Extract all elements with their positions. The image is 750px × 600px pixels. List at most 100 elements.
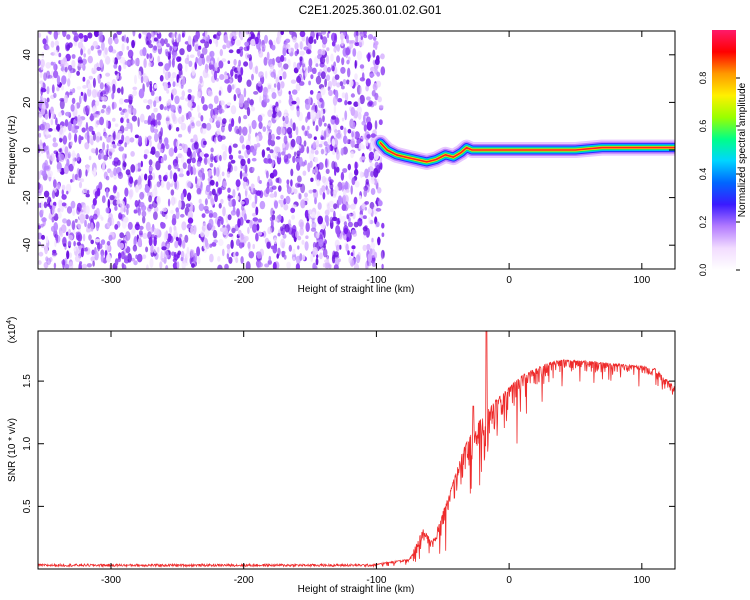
noise-blob: [134, 134, 139, 139]
noise-blob: [45, 62, 51, 69]
noise-blob: [333, 251, 339, 258]
ridge-band: [379, 142, 675, 163]
noise-blob: [87, 189, 90, 195]
noise-blob: [168, 147, 174, 157]
noise-blob: [346, 59, 350, 65]
noise-blob: [228, 233, 234, 238]
noise-blob: [179, 167, 184, 175]
noise-blob: [213, 166, 216, 176]
noise-blob: [308, 189, 313, 194]
noise-blob: [290, 207, 296, 214]
noise-blob: [307, 66, 310, 74]
noise-blob: [248, 186, 252, 191]
noise-blob: [224, 79, 230, 84]
noise-blob: [257, 81, 262, 87]
noise-blob: [318, 143, 323, 148]
noise-blob: [369, 73, 375, 77]
noise-blob: [180, 155, 185, 164]
noise-blob: [255, 232, 259, 242]
noise-blob: [201, 122, 207, 130]
noise-blob: [306, 146, 310, 154]
noise-blob: [357, 112, 362, 120]
noise-blob: [347, 67, 351, 78]
noise-blob: [148, 159, 153, 166]
noise-blob: [171, 32, 174, 41]
noise-blob: [326, 32, 330, 39]
noise-blob: [240, 204, 245, 211]
noise-blob: [357, 217, 363, 227]
noise-blob: [87, 48, 91, 55]
noise-blob: [96, 66, 101, 71]
noise-blob: [267, 122, 272, 127]
noise-blob: [116, 131, 121, 140]
noise-blob: [325, 127, 330, 138]
noise-blob: [371, 237, 374, 243]
noise-blob: [242, 126, 248, 136]
noise-blob: [267, 138, 272, 146]
noise-blob: [109, 170, 114, 178]
noise-blob: [283, 154, 289, 163]
noise-blob: [257, 231, 263, 236]
noise-blob: [237, 218, 241, 228]
noise-blob: [266, 241, 271, 249]
noise-blob: [41, 209, 44, 214]
noise-blob: [248, 60, 253, 70]
noise-blob: [76, 153, 80, 162]
noise-blob: [320, 221, 326, 230]
noise-blob: [62, 243, 67, 248]
noise-blob: [275, 177, 280, 183]
noise-blob: [39, 71, 43, 79]
noise-blob: [377, 238, 381, 243]
noise-blob: [119, 232, 125, 239]
noise-blob: [346, 236, 350, 243]
noise-blob: [302, 170, 307, 176]
noise-blob: [316, 179, 321, 187]
noise-blob: [219, 154, 222, 162]
noise-blob: [336, 148, 339, 155]
noise-blob: [132, 108, 137, 116]
noise-blob: [326, 47, 330, 52]
noise-blob: [332, 189, 337, 196]
noise-blob: [380, 66, 386, 76]
noise-blob: [331, 254, 336, 264]
snr-x-axis: -300 -200 -100 0 100: [101, 331, 651, 586]
noise-blob: [215, 154, 219, 161]
noise-blob: [81, 58, 87, 65]
noise-blob: [366, 243, 371, 251]
noise-blob: [343, 31, 347, 37]
noise-blob: [77, 233, 83, 242]
noise-blob: [62, 56, 68, 66]
noise-blob: [226, 252, 230, 260]
noise-blob: [210, 60, 214, 66]
noise-blob: [368, 151, 375, 161]
noise-blob: [182, 240, 186, 249]
noise-blob: [375, 221, 380, 228]
noise-blob: [244, 235, 249, 242]
noise-blob: [118, 107, 122, 111]
noise-blob: [164, 174, 168, 180]
noise-blob: [372, 59, 376, 65]
noise-blob: [79, 213, 85, 224]
noise-blob: [145, 221, 151, 232]
noise-blob: [295, 182, 301, 188]
noise-blob: [118, 252, 122, 259]
noise-blob: [123, 99, 130, 103]
noise-blob: [350, 252, 354, 257]
noise-blob: [371, 179, 375, 184]
y-tick-label: -20: [22, 190, 33, 205]
noise-blob: [297, 175, 302, 183]
noise-blob: [61, 194, 67, 200]
noise-blob: [40, 108, 46, 115]
noise-blob: [42, 38, 47, 45]
noise-blob: [240, 233, 245, 240]
noise-blob: [270, 219, 274, 229]
noise-blob: [180, 96, 185, 100]
noise-blob: [163, 38, 168, 45]
noise-blob: [222, 227, 228, 236]
noise-blob: [215, 39, 219, 48]
noise-blob: [73, 240, 76, 247]
noise-blob: [202, 222, 207, 231]
noise-blob: [340, 32, 344, 41]
noise-blob: [100, 239, 106, 245]
noise-blob: [138, 88, 145, 99]
